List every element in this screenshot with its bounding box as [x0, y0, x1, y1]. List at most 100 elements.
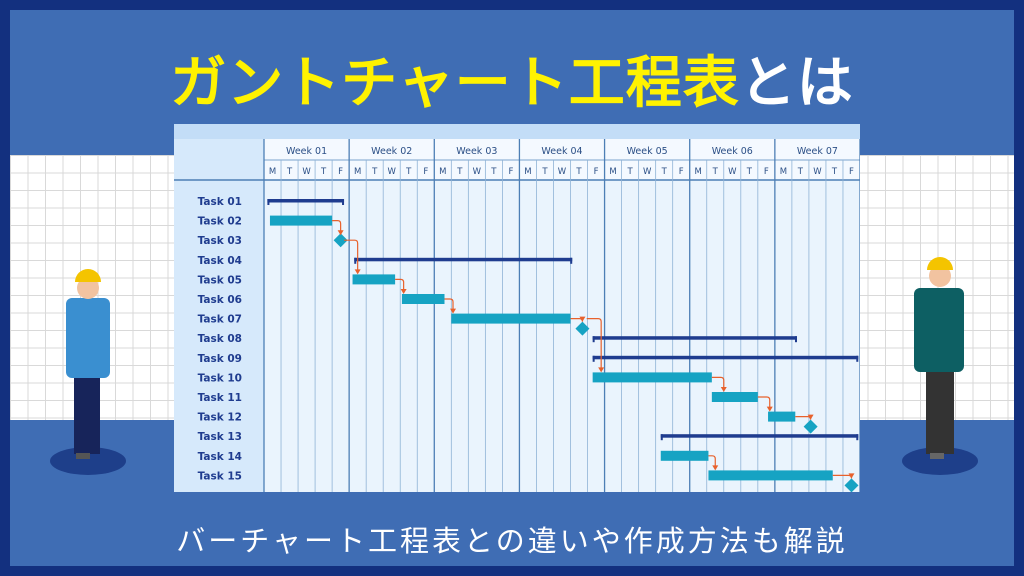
day-label: M [439, 167, 446, 177]
arrow-head [848, 473, 855, 479]
arrow-head [720, 387, 727, 392]
task-label-column [174, 139, 264, 492]
day-label: T [831, 167, 838, 177]
task-bar [708, 470, 833, 481]
summary-bar [660, 434, 859, 438]
day-label: F [594, 167, 599, 177]
arrow-head [337, 230, 344, 236]
day-label: W [643, 167, 652, 177]
task-label: Task 10 [198, 372, 242, 384]
milestone-marker [803, 419, 818, 434]
summary-cap [794, 336, 797, 343]
week-label: Week 07 [797, 146, 838, 157]
day-label: W [813, 167, 822, 177]
subtitle: バーチャート工程表との違いや作成方法も解説 [176, 524, 848, 558]
task-label: Task 12 [198, 412, 242, 424]
day-label: W [728, 167, 737, 177]
summary-bar [354, 257, 573, 262]
day-label: T [286, 167, 293, 177]
day-label: T [541, 167, 548, 177]
task-bar [451, 313, 571, 324]
title-rest: とは [739, 51, 854, 116]
banner: ガントチャート工程表とは Week 01 M T W T F Week 02 M T W T F Wee… [10, 10, 1014, 566]
day-label: F [508, 167, 513, 177]
task-label: Task 14 [198, 451, 242, 463]
day-label: T [371, 167, 378, 177]
day-label: T [490, 167, 497, 177]
summary-cap [592, 355, 595, 362]
day-label: T [712, 167, 719, 177]
dependency-arrow [708, 455, 716, 467]
task-label: Task 08 [198, 333, 242, 345]
arrow-head [766, 406, 773, 412]
day-label: W [302, 167, 311, 177]
task-label: Task 01 [198, 196, 242, 208]
task-bar [768, 411, 796, 422]
week-label: Week 04 [541, 146, 582, 157]
day-label: F [338, 167, 343, 177]
summary-cap [354, 257, 357, 264]
dependency-arrow [711, 376, 725, 388]
task-label: Task 11 [198, 392, 242, 404]
arrow-head [807, 414, 814, 420]
day-label: F [423, 167, 428, 177]
task-label: Task 13 [198, 431, 242, 443]
chart-top-band [174, 124, 860, 139]
day-label: F [679, 167, 684, 177]
week-label: Week 02 [371, 146, 412, 157]
day-label: M [780, 167, 787, 177]
dependency-arrow [332, 220, 342, 232]
dependency-arrow [395, 278, 405, 290]
dependency-arrow [344, 239, 359, 271]
arrow-head [450, 308, 457, 314]
day-label: W [558, 167, 567, 177]
day-label: T [661, 167, 668, 177]
day-label: M [269, 167, 276, 177]
task-bar [401, 294, 445, 304]
day-label: T [405, 167, 412, 177]
task-label: Task 06 [198, 294, 242, 306]
page-title: ガントチャート工程表とは [10, 38, 1014, 119]
task-bar [592, 372, 712, 383]
milestone-marker [333, 233, 348, 248]
task-label: Task 09 [198, 353, 242, 365]
dependency-arrow [444, 298, 454, 310]
arrow-head [579, 316, 586, 322]
title-highlight: ガントチャート工程表 [170, 51, 740, 116]
task-label: Task 05 [198, 274, 242, 286]
worker-right-illustration [902, 257, 978, 475]
milestone-marker [844, 478, 859, 492]
week-label: Week 01 [286, 146, 327, 157]
task-label: Task 07 [198, 314, 242, 326]
day-label: M [609, 167, 616, 177]
task-label: Task 03 [198, 235, 242, 247]
summary-cap [592, 336, 595, 343]
task-bar [711, 392, 758, 402]
worker-left-illustration [50, 269, 126, 475]
summary-bar [267, 199, 345, 203]
day-label: W [388, 167, 397, 177]
task-bar [660, 450, 709, 461]
task-bar [269, 215, 333, 226]
day-label: T [320, 167, 327, 177]
week-label: Week 06 [712, 146, 753, 157]
summary-cap [660, 434, 663, 441]
task-label: Task 15 [198, 470, 242, 482]
day-label: T [797, 167, 804, 177]
arrow-head [598, 367, 605, 373]
chart-panel [174, 124, 860, 492]
task-label: Task 02 [198, 216, 242, 228]
summary-cap [570, 257, 573, 264]
task-label: Task 04 [198, 255, 242, 267]
day-label: T [575, 167, 582, 177]
day-label: T [627, 167, 634, 177]
summary-cap [342, 199, 345, 205]
summary-cap [856, 355, 859, 362]
milestone-marker [575, 321, 590, 336]
summary-cap [267, 199, 270, 205]
arrow-head [712, 465, 719, 471]
summary-cap [856, 434, 859, 441]
week-label: Week 03 [456, 146, 497, 157]
day-label: T [746, 167, 753, 177]
